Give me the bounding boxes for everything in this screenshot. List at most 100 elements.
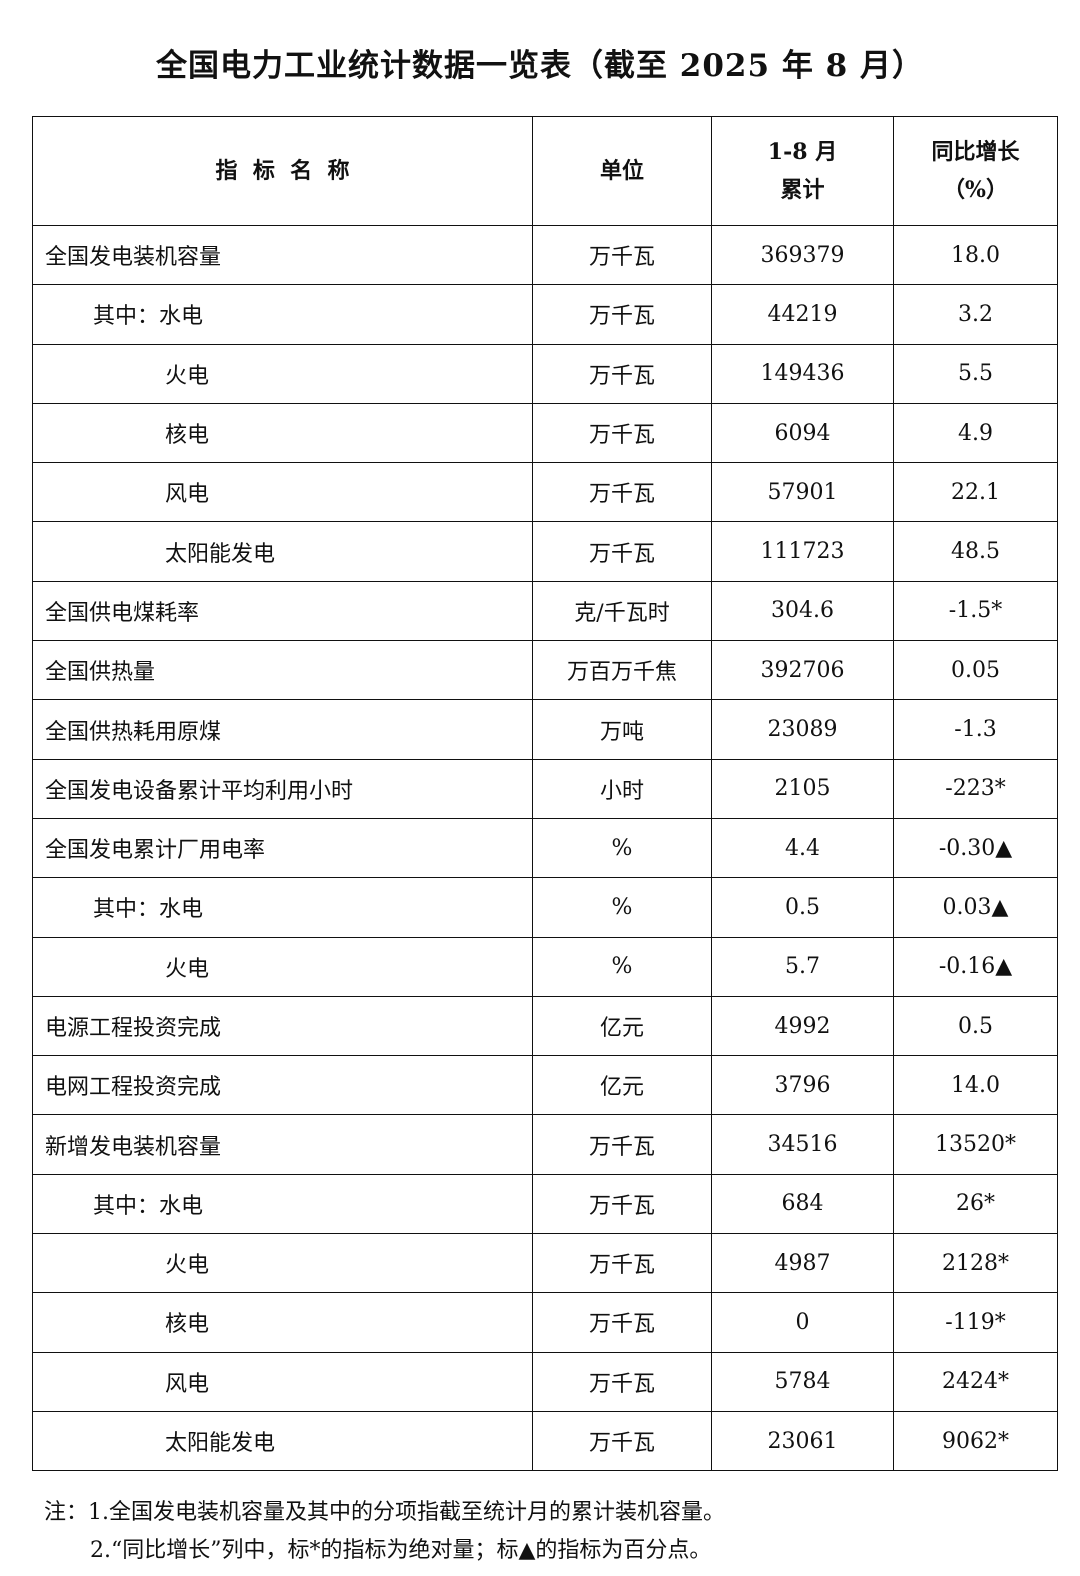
cell-name: 核电 — [32, 402, 533, 464]
cell-unit: 亿元 — [532, 1055, 712, 1116]
cell-unit: % — [532, 877, 712, 938]
cell-name: 全国供电煤耗率 — [32, 580, 533, 642]
cell-yoy: 0.03▲ — [893, 877, 1058, 938]
cell-value: 111723 — [711, 521, 894, 582]
cell-unit: 万千瓦 — [532, 1410, 712, 1472]
cell-yoy: -223* — [893, 758, 1058, 819]
cell-value: 4.4 — [711, 817, 894, 879]
table-row: 新增发电装机容量 万千瓦 34516 13520* — [32, 1114, 1058, 1175]
header-yoy-line2: （%） — [943, 177, 1008, 203]
cell-unit: 万千瓦 — [532, 1173, 712, 1235]
cell-yoy: -119* — [893, 1292, 1058, 1353]
cell-name: 其中：水电 — [32, 1173, 533, 1235]
cell-unit: 万千瓦 — [532, 343, 712, 404]
header-yoy-line1: 同比增长 — [931, 139, 1020, 165]
cell-value: 5.7 — [711, 936, 894, 997]
cell-yoy: 48.5 — [893, 521, 1058, 582]
table-header-row: 指 标 名 称 单位 1-8 月累计 同比增长 （%） — [32, 116, 1058, 226]
cell-unit: % — [532, 936, 712, 997]
header-cumulative-line1: 1-8 月 — [767, 139, 838, 165]
cell-value: 0.5 — [711, 877, 894, 938]
cell-unit: 万千瓦 — [532, 224, 712, 286]
cell-value: 369379 — [711, 224, 894, 286]
cell-value: 0 — [711, 1292, 894, 1353]
cell-yoy: 0.05 — [893, 640, 1058, 701]
cell-yoy: 0.5 — [893, 995, 1058, 1057]
table-row: 火电% 5.7 -0.16▲ — [32, 936, 1058, 997]
header-yoy: 同比增长 （%） — [893, 116, 1058, 226]
cell-unit: 万千瓦 — [532, 462, 712, 523]
header-unit: 单位 — [532, 116, 712, 226]
cell-name: 全国发电设备累计平均利用小时 — [32, 758, 533, 819]
cell-yoy: 18.0 — [893, 224, 1058, 286]
cell-value: 6094 — [711, 402, 894, 464]
table-row: 全国发电设备累计平均利用小时 小时 2105 -223* — [32, 758, 1058, 819]
table-row: 全国供热量 万百万千焦 392706 0.05 — [32, 640, 1058, 701]
cell-yoy: -0.16▲ — [893, 936, 1058, 997]
table-row: 火电 万千瓦 149436 5.5 — [32, 343, 1058, 404]
table-row: 核电 万千瓦 0 -119* — [32, 1292, 1058, 1353]
table-row: 电源工程投资完成 亿元 4992 0.5 — [32, 995, 1058, 1057]
statistics-table: 指 标 名 称 单位 1-8 月累计 同比增长 （%） 全国发电装机容量 万千瓦 36… — [32, 116, 1058, 1472]
header-cumulative-line2: 累计 — [780, 177, 825, 203]
cell-name: 火电 — [32, 936, 533, 997]
cell-unit: 小时 — [532, 758, 712, 819]
cell-yoy: 13520* — [893, 1114, 1058, 1175]
table-row: 太阳能发电 万千瓦 23061 9062* — [32, 1410, 1058, 1472]
cell-name: 风电 — [32, 1351, 533, 1412]
table-row: 其中：水电 万千瓦 44219 3.2 — [32, 284, 1058, 345]
cell-unit: 万百万千焦 — [532, 640, 712, 701]
cell-name: 全国供热耗用原煤 — [32, 699, 533, 760]
cell-yoy: 14.0 — [893, 1055, 1058, 1116]
cell-unit: 万千瓦 — [532, 521, 712, 582]
cell-yoy: 2128* — [893, 1233, 1058, 1294]
cell-unit: 万吨 — [532, 699, 712, 760]
cell-value: 4987 — [711, 1233, 894, 1294]
note-1: 注：1.全国发电装机容量及其中的分项指截至统计月的累计装机容量。 — [44, 1500, 725, 1525]
table-row: 全国发电累计厂用电率% 4.4 -0.30▲ — [32, 817, 1058, 879]
note-2: 2.“同比增长”列中，标*的指标为绝对量；标▲的指标为百分点。 — [90, 1538, 712, 1563]
cell-yoy: 26* — [893, 1173, 1058, 1235]
cell-name: 核电 — [32, 1292, 533, 1353]
cell-unit: 万千瓦 — [532, 1351, 712, 1412]
table-row: 全国发电装机容量 万千瓦 369379 18.0 — [32, 224, 1058, 286]
table-row: 其中：水电 万千瓦 684 26* — [32, 1173, 1058, 1235]
cell-value: 3796 — [711, 1055, 894, 1116]
cell-name: 电源工程投资完成 — [32, 995, 533, 1057]
cell-value: 5784 — [711, 1351, 894, 1412]
cell-unit: 万千瓦 — [532, 402, 712, 464]
cell-unit: 万千瓦 — [532, 1292, 712, 1353]
cell-name: 风电 — [32, 462, 533, 523]
cell-name: 其中：水电 — [32, 284, 533, 345]
table-row: 全国供电煤耗率 克/千瓦时 304.6 -1.5* — [32, 580, 1058, 642]
cell-value: 2105 — [711, 758, 894, 819]
cell-yoy: 3.2 — [893, 284, 1058, 345]
cell-yoy: -1.3 — [893, 699, 1058, 760]
cell-unit: % — [532, 817, 712, 879]
notes: 注：1.全国发电装机容量及其中的分项指截至统计月的累计装机容量。 2.“同比增长… — [44, 1494, 725, 1570]
cell-value: 149436 — [711, 343, 894, 404]
cell-yoy: 9062* — [893, 1410, 1058, 1472]
cell-unit: 万千瓦 — [532, 1233, 712, 1294]
cell-yoy: 22.1 — [893, 462, 1058, 523]
table-row: 全国供热耗用原煤 万吨 23089 -1.3 — [32, 699, 1058, 760]
cell-value: 4992 — [711, 995, 894, 1057]
cell-value: 23089 — [711, 699, 894, 760]
cell-name: 全国发电累计厂用电率 — [32, 817, 533, 879]
cell-yoy: 4.9 — [893, 402, 1058, 464]
cell-unit: 亿元 — [532, 995, 712, 1057]
cell-unit: 万千瓦 — [532, 1114, 712, 1175]
cell-name: 太阳能发电 — [32, 1410, 533, 1472]
cell-yoy: 5.5 — [893, 343, 1058, 404]
cell-yoy: -1.5* — [893, 580, 1058, 642]
cell-name: 全国供热量 — [32, 640, 533, 701]
cell-value: 684 — [711, 1173, 894, 1235]
cell-name: 全国发电装机容量 — [32, 224, 533, 286]
cell-unit: 万千瓦 — [532, 284, 712, 345]
cell-name: 太阳能发电 — [32, 521, 533, 582]
cell-name: 火电 — [32, 343, 533, 404]
table-row: 核电 万千瓦 6094 4.9 — [32, 402, 1058, 464]
cell-name: 电网工程投资完成 — [32, 1055, 533, 1116]
table-row: 风电 万千瓦 5784 2424* — [32, 1351, 1058, 1412]
cell-unit: 克/千瓦时 — [532, 580, 712, 642]
